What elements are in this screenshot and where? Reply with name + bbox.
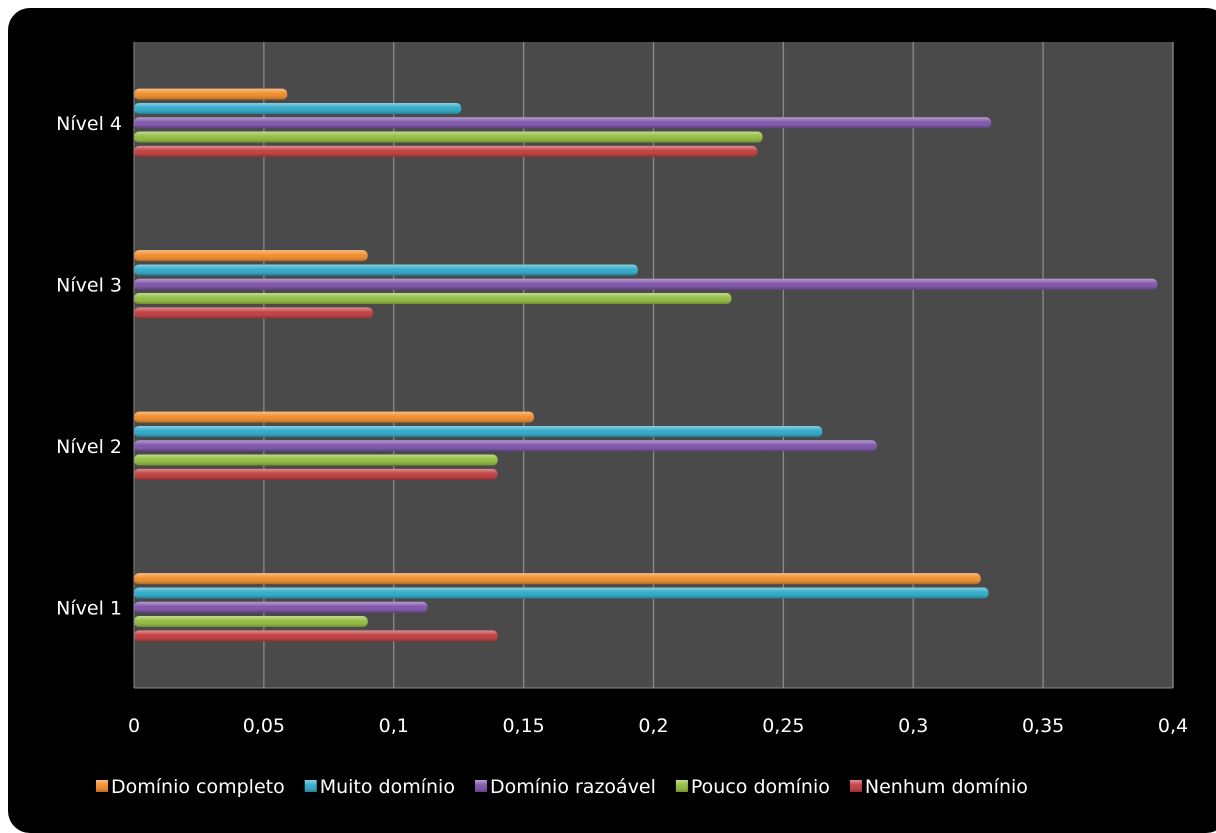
bar-highlight (134, 440, 877, 452)
bar-highlight (134, 411, 535, 423)
bar-highlight (134, 264, 638, 276)
x-tick-label: 0,05 (243, 715, 285, 737)
x-tick-label: 0,3 (898, 715, 928, 737)
bar-highlight (134, 293, 732, 305)
legend-item: Domínio completo (96, 776, 285, 798)
x-tick-label: 0,2 (638, 715, 668, 737)
legend-swatch-highlight (675, 780, 688, 792)
legend-label: Pouco domínio (691, 776, 830, 798)
bar-highlight (134, 250, 368, 262)
legend-label: Nenhum domínio (865, 776, 1028, 798)
x-tick-label: 0,15 (502, 715, 544, 737)
x-tick-labels: 0 0,05 0,1 0,15 0,2 0,25 0,3 0,35 0,4 (128, 715, 1188, 737)
category-labels: Nível 1 Nível 2 Nível 3 Nível 4 (56, 113, 122, 620)
x-tick-label: 0,1 (379, 715, 409, 737)
legend-label: Domínio completo (111, 776, 285, 798)
bar-highlight (134, 454, 498, 466)
legend-swatch-highlight (849, 780, 862, 792)
legend-label: Muito domínio (320, 776, 455, 798)
legend: Domínio completo Muito domínio Domínio raz… (96, 776, 1028, 798)
bar-highlight (134, 425, 823, 437)
bar-highlight (134, 468, 498, 480)
bar-highlight (134, 573, 981, 585)
x-tick-label: 0,35 (1022, 715, 1064, 737)
legend-item: Pouco domínio (675, 776, 830, 798)
category-label: Nível 2 (56, 436, 122, 458)
legend-swatch-highlight (304, 780, 317, 792)
legend-swatch-highlight (474, 780, 487, 792)
category-label: Nível 3 (56, 274, 122, 296)
bar-highlight (134, 278, 1158, 290)
category-label: Nível 4 (56, 113, 122, 135)
bar-highlight (134, 145, 758, 157)
bar-highlight (134, 117, 992, 129)
x-tick-label: 0,4 (1158, 715, 1188, 737)
bars (134, 88, 1158, 642)
legend-label: Domínio razoável (490, 776, 656, 798)
category-label: Nível 1 (56, 597, 122, 619)
x-tick-label: 0,25 (762, 715, 804, 737)
bar-highlight (134, 88, 288, 100)
bar-highlight (134, 601, 428, 613)
bar-highlight (134, 131, 763, 143)
bar-highlight (134, 102, 462, 114)
bar-highlight (134, 587, 989, 599)
legend-swatch-highlight (96, 780, 108, 792)
bar-highlight (134, 630, 498, 642)
legend-item: Muito domínio (304, 776, 455, 798)
bar-highlight (134, 307, 373, 319)
bar-highlight (134, 616, 368, 628)
legend-item: Domínio razoável (474, 776, 656, 798)
legend-item: Nenhum domínio (849, 776, 1028, 798)
x-tick-label: 0 (128, 715, 140, 737)
